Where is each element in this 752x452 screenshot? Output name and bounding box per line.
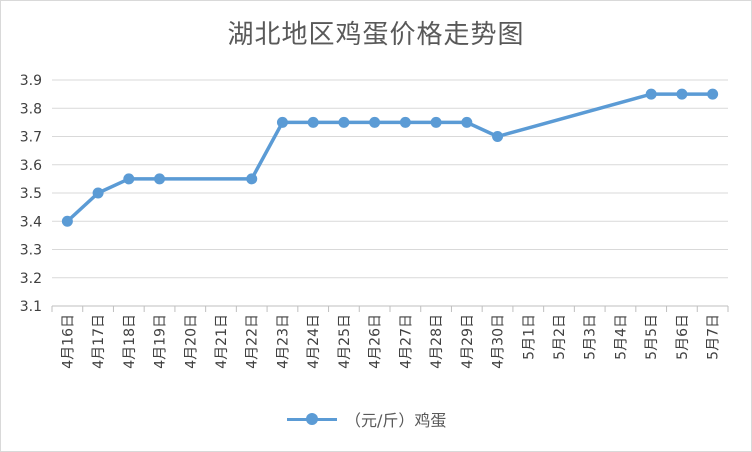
x-tick-label: 4月23日 — [275, 314, 291, 369]
data-point — [154, 173, 166, 185]
x-tick-label: 4月21日 — [214, 314, 230, 369]
data-point — [307, 116, 319, 128]
x-tick-label: 4月20日 — [183, 314, 199, 369]
x-tick-label: 5月6日 — [675, 314, 691, 360]
x-tick-label: 4月16日 — [60, 314, 76, 369]
legend-label: （元/斤）鸡蛋 — [345, 411, 447, 430]
x-tick-label: 4月19日 — [153, 314, 169, 369]
data-point — [430, 116, 442, 128]
legend: （元/斤）鸡蛋 — [287, 407, 446, 431]
data-point — [123, 173, 135, 185]
data-point — [61, 215, 73, 227]
y-tick-label: 3.7 — [20, 130, 42, 146]
data-point — [276, 116, 288, 128]
x-tick-label: 4月17日 — [91, 314, 107, 369]
data-point — [645, 88, 657, 100]
x-tick-label: 5月7日 — [706, 314, 722, 360]
legend-swatch — [287, 412, 337, 426]
data-point — [369, 116, 381, 128]
series-layer — [61, 88, 719, 227]
x-tick-label: 4月22日 — [245, 314, 261, 369]
x-tick-label: 4月24日 — [306, 314, 322, 369]
x-tick-label: 4月29日 — [460, 314, 476, 369]
chart-title: 湖北地区鸡蛋价格走势图 — [227, 20, 525, 50]
axes: 3.1 3.2 3.3 3.4 3.5 3.6 3.7 3.8 3.9 4月16日 4月17日 4月1… — [20, 73, 729, 369]
x-tick-label: 5月5日 — [644, 314, 660, 360]
y-tick-label: 3.3 — [20, 243, 42, 259]
y-tick-label: 3.2 — [20, 271, 42, 287]
x-tick-label: 4月18日 — [122, 314, 138, 369]
x-tick-label: 5月2日 — [552, 314, 568, 360]
y-tick-label: 3.6 — [20, 158, 42, 174]
gridlines — [52, 79, 728, 279]
y-tick-label: 3.9 — [20, 73, 42, 89]
x-tick-label: 5月1日 — [521, 314, 537, 360]
data-point — [92, 187, 104, 199]
x-tick-label: 4月28日 — [429, 314, 445, 369]
data-point — [461, 116, 473, 128]
x-tick-label: 5月4日 — [613, 314, 629, 360]
x-tick-label: 4月27日 — [398, 314, 414, 369]
data-point — [399, 116, 411, 128]
y-tick-label: 3.8 — [20, 101, 42, 117]
data-point — [246, 173, 258, 185]
data-point — [492, 131, 504, 142]
x-tick-label: 4月25日 — [337, 314, 353, 369]
y-tick-label: 3.5 — [20, 186, 42, 202]
data-point — [707, 88, 719, 100]
series-line — [65, 92, 715, 223]
data-point — [338, 116, 350, 128]
y-tick-label: 3.1 — [20, 299, 42, 315]
x-tick-label: 4月30日 — [491, 314, 507, 369]
x-tick-label: 5月3日 — [583, 314, 599, 360]
data-point — [676, 88, 688, 100]
y-tick-label: 3.4 — [20, 214, 42, 230]
x-tick-label: 4月26日 — [368, 314, 384, 369]
